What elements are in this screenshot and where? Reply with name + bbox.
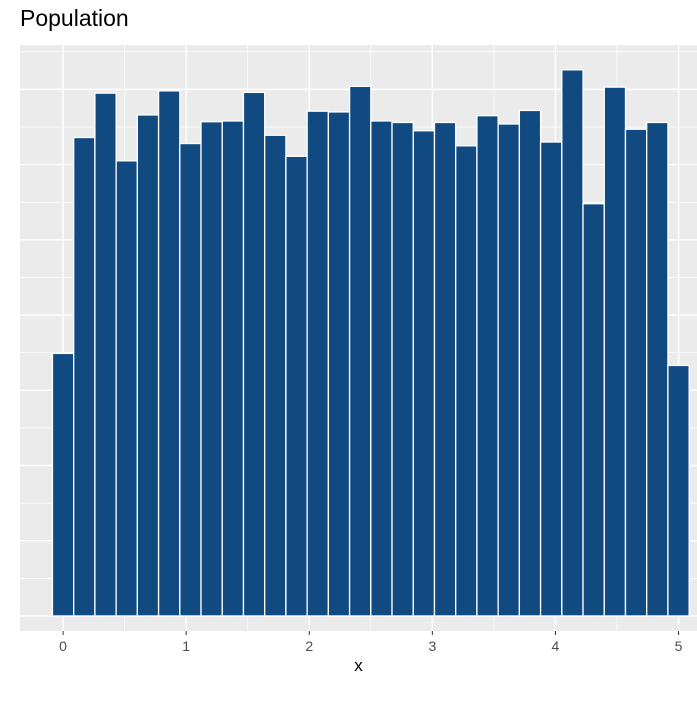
histogram-bar (624, 128, 648, 617)
x-tick-label: 0 (59, 638, 67, 654)
histogram-bar (412, 130, 436, 617)
histogram-bar (561, 69, 584, 617)
histogram-bar (51, 352, 75, 617)
histogram-bar (391, 121, 414, 617)
chart-title: Population (20, 5, 129, 31)
histogram-bar (221, 120, 245, 617)
histogram-bar (370, 120, 393, 617)
histogram-bar (348, 85, 372, 617)
x-tick-label: 2 (305, 638, 313, 654)
histogram-bar (646, 121, 669, 617)
x-tick-label: 1 (182, 638, 190, 654)
x-tick-label: 5 (675, 638, 683, 654)
bars-group (51, 69, 690, 617)
histogram-bar (518, 109, 542, 617)
histogram-bar (327, 111, 351, 617)
histogram-bar (179, 142, 202, 617)
histogram-bar (136, 114, 160, 617)
histogram-bar (94, 92, 117, 617)
histogram-bar (306, 110, 330, 617)
histogram-bar (242, 91, 266, 617)
histogram-bar (539, 141, 563, 617)
histogram-bar (285, 155, 308, 617)
x-tick-label: 3 (428, 638, 436, 654)
x-axis-title: x (354, 656, 363, 675)
histogram-bar (603, 86, 627, 617)
x-axis-ticks: 0 1 2 3 4 5 (59, 631, 683, 654)
histogram-bar (433, 121, 457, 617)
histogram-bar (476, 115, 499, 617)
histogram-bar (582, 203, 605, 617)
histogram-bar (264, 134, 287, 617)
histogram-bar (497, 123, 521, 617)
x-tick-label: 4 (552, 638, 560, 654)
histogram-bar (200, 121, 223, 617)
histogram-bar (157, 90, 181, 617)
histogram-bar (455, 145, 478, 617)
histogram-bar (667, 364, 690, 617)
histogram-bar (73, 136, 96, 617)
histogram-bar (115, 160, 139, 617)
